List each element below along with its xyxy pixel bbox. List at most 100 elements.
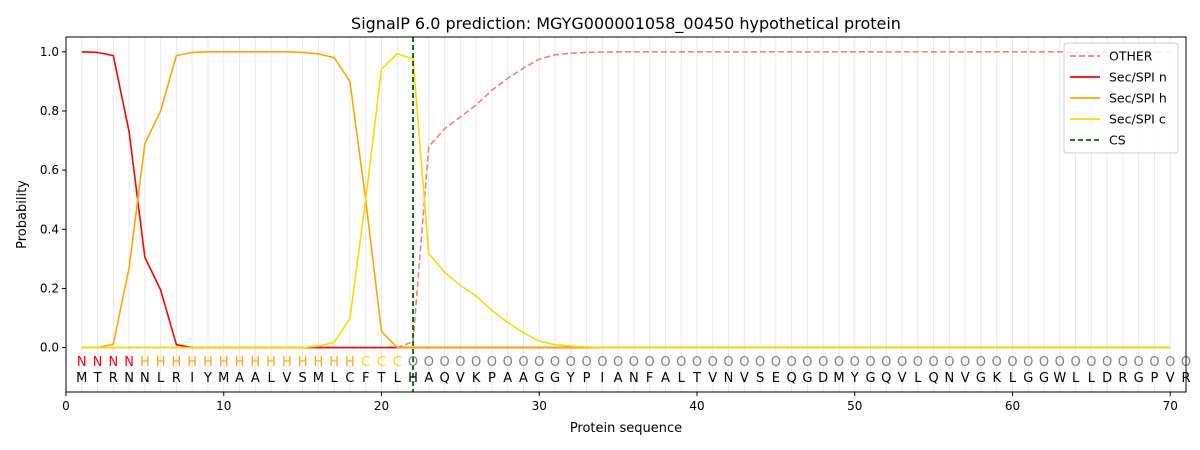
- y-tick-label: 0.2: [40, 281, 59, 295]
- residue-label: Y: [850, 371, 859, 386]
- residue-label: L: [678, 371, 686, 386]
- residue-label: H: [408, 371, 418, 386]
- residue-label: V: [456, 371, 465, 386]
- residue-label: N: [124, 371, 134, 386]
- region-label: O: [503, 355, 513, 370]
- residue-label: I: [600, 371, 604, 386]
- sequence-annotation-layer: NMNTNRNNHNHLHRHIHYHMHAHAHLHVHSHMHLHCCFCT…: [76, 355, 1191, 386]
- region-label: N: [93, 355, 103, 370]
- plot-frame: [65, 36, 1187, 393]
- x-tick-label: 0: [62, 399, 70, 413]
- region-label: O: [1023, 355, 1033, 370]
- residue-label: Y: [203, 371, 212, 386]
- region-label: H: [172, 355, 182, 370]
- region-label: H: [187, 355, 197, 370]
- region-label: O: [787, 355, 797, 370]
- y-tick-label: 0.4: [40, 222, 59, 236]
- region-label: O: [1149, 355, 1159, 370]
- region-label: O: [897, 355, 907, 370]
- residue-label: A: [251, 371, 260, 386]
- region-label: O: [739, 355, 749, 370]
- region-label: O: [439, 355, 449, 370]
- region-label: O: [613, 355, 623, 370]
- region-label: C: [377, 355, 386, 370]
- residue-label: V: [740, 371, 749, 386]
- residue-label: N: [945, 371, 955, 386]
- region-label: H: [140, 355, 150, 370]
- region-label: O: [597, 355, 607, 370]
- residue-label: Q: [881, 371, 891, 386]
- series-line-sec-spi-c: [81, 52, 1171, 349]
- y-tick-label: 0.8: [40, 104, 59, 118]
- region-label: O: [881, 355, 891, 370]
- region-label: O: [550, 355, 560, 370]
- residue-label: D: [818, 371, 828, 386]
- residue-label: G: [976, 371, 986, 386]
- x-tick-label: 10: [216, 399, 231, 413]
- residue-label: A: [661, 371, 670, 386]
- region-label: O: [1055, 355, 1065, 370]
- region-label: O: [865, 355, 875, 370]
- x-tick-label: 40: [689, 399, 704, 413]
- region-label: H: [314, 355, 324, 370]
- residue-label: S: [298, 371, 306, 386]
- y-tick-label: 0.6: [40, 163, 59, 177]
- residue-label: W: [1053, 371, 1066, 386]
- region-label: O: [660, 355, 670, 370]
- y-tick-label: 1.0: [40, 45, 59, 59]
- region-label: O: [976, 355, 986, 370]
- residue-label: G: [1134, 371, 1144, 386]
- region-label: H: [345, 355, 355, 370]
- x-tick-label: 30: [532, 399, 547, 413]
- residue-label: I: [190, 371, 194, 386]
- region-label: H: [298, 355, 308, 370]
- residue-label: A: [235, 371, 244, 386]
- residue-label: V: [282, 371, 291, 386]
- residue-label: P: [583, 371, 591, 386]
- residue-label: G: [534, 371, 544, 386]
- region-label: O: [802, 355, 812, 370]
- region-label: O: [534, 355, 544, 370]
- residue-label: F: [362, 371, 369, 386]
- region-label: O: [645, 355, 655, 370]
- legend-label: Sec/SPI n: [1109, 70, 1167, 85]
- region-label: O: [471, 355, 481, 370]
- chart-title: SignalP 6.0 prediction: MGYG000001058_00…: [351, 14, 901, 34]
- region-label: O: [692, 355, 702, 370]
- residue-label: Q: [787, 371, 797, 386]
- residue-label: P: [1151, 371, 1159, 386]
- residue-label: T: [692, 371, 701, 386]
- region-label: O: [1165, 355, 1175, 370]
- residue-label: G: [1039, 371, 1049, 386]
- legend-label: Sec/SPI h: [1109, 91, 1167, 106]
- residue-label: A: [519, 371, 528, 386]
- residue-label: G: [550, 371, 560, 386]
- grid-layer: [81, 37, 1187, 392]
- y-axis-label: Probability: [15, 180, 30, 249]
- residue-label: Y: [566, 371, 575, 386]
- residue-label: R: [172, 371, 181, 386]
- residue-label: A: [614, 371, 623, 386]
- region-label: O: [455, 355, 465, 370]
- region-label: O: [771, 355, 781, 370]
- region-label: H: [282, 355, 292, 370]
- residue-label: P: [488, 371, 496, 386]
- region-label: O: [1039, 355, 1049, 370]
- legend: OTHER Sec/SPI n Sec/SPI h Sec/SPI c CS: [1063, 42, 1179, 154]
- residue-label: V: [898, 371, 907, 386]
- y-tick-label: 0.0: [40, 341, 59, 355]
- x-tick-label: 60: [1005, 399, 1020, 413]
- region-label: O: [928, 355, 938, 370]
- legend-label: Sec/SPI c: [1109, 112, 1166, 127]
- region-label: O: [850, 355, 860, 370]
- residue-label: L: [1088, 371, 1096, 386]
- residue-label: A: [424, 371, 433, 386]
- region-label: O: [992, 355, 1002, 370]
- region-label: O: [581, 355, 591, 370]
- residue-label: G: [802, 371, 812, 386]
- residue-label: F: [646, 371, 653, 386]
- region-label: O: [518, 355, 528, 370]
- residue-label: N: [629, 371, 639, 386]
- residue-label: D: [1102, 371, 1112, 386]
